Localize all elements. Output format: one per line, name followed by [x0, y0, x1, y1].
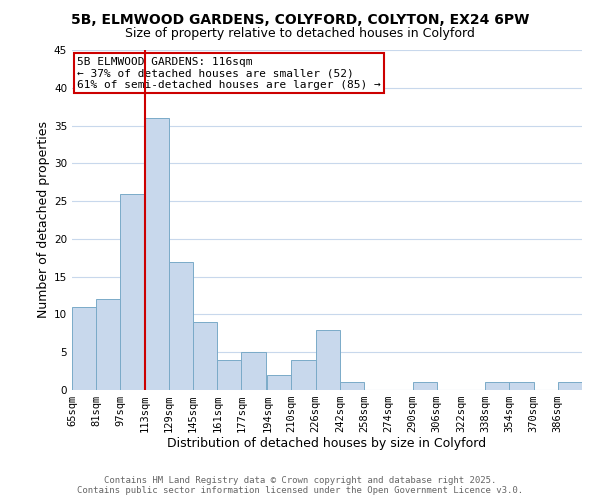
Bar — [217, 360, 241, 390]
Bar — [96, 300, 121, 390]
Text: 5B, ELMWOOD GARDENS, COLYFORD, COLYTON, EX24 6PW: 5B, ELMWOOD GARDENS, COLYFORD, COLYTON, … — [71, 12, 529, 26]
X-axis label: Distribution of detached houses by size in Colyford: Distribution of detached houses by size … — [167, 436, 487, 450]
Bar — [316, 330, 340, 390]
Bar — [121, 194, 145, 390]
Bar — [72, 307, 96, 390]
Bar — [340, 382, 364, 390]
Bar — [241, 352, 266, 390]
Bar — [145, 118, 169, 390]
Bar — [292, 360, 316, 390]
Bar — [558, 382, 582, 390]
Bar — [169, 262, 193, 390]
Bar — [193, 322, 217, 390]
Text: Contains HM Land Registry data © Crown copyright and database right 2025.
Contai: Contains HM Land Registry data © Crown c… — [77, 476, 523, 495]
Y-axis label: Number of detached properties: Number of detached properties — [37, 122, 50, 318]
Bar — [267, 375, 292, 390]
Bar — [485, 382, 509, 390]
Bar — [509, 382, 533, 390]
Bar — [413, 382, 437, 390]
Text: 5B ELMWOOD GARDENS: 116sqm
← 37% of detached houses are smaller (52)
61% of semi: 5B ELMWOOD GARDENS: 116sqm ← 37% of deta… — [77, 57, 381, 90]
Text: Size of property relative to detached houses in Colyford: Size of property relative to detached ho… — [125, 28, 475, 40]
